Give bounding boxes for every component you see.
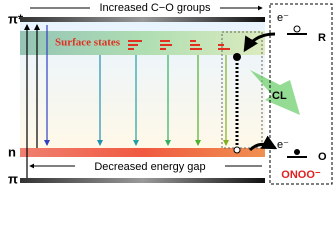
orbital-filled [294,149,300,155]
r-label: R [318,32,326,44]
hole [233,146,241,154]
state-marks [128,40,230,50]
top-label: Increased C−O groups [100,2,211,14]
highlight-box [221,31,263,149]
pi-band [20,178,265,183]
surface-band [20,31,265,55]
electron-label: e⁻ [277,12,289,24]
level-label: π* [8,11,24,26]
transitions [24,24,229,178]
surface-label: Surface states [55,37,121,49]
o-label: O [318,151,327,163]
cl-arrow [250,70,300,115]
label-bg [90,1,220,15]
transfer-arrow [243,32,276,53]
species-box [269,3,333,185]
transfer-arrow [248,135,278,152]
diagram: Increased C−O groups π* Surface states n… [8,1,333,186]
electron-label: e⁻ [277,139,289,151]
orbital-empty [293,25,301,33]
pi-star-band [20,17,265,22]
level-label: n [8,144,16,159]
level-label: π [8,171,18,186]
label-bg [75,160,225,173]
cl-label: CL [272,90,287,102]
n-band [20,148,265,157]
electron [233,53,241,61]
species-label: ONOO⁻ [281,169,321,181]
bottom-label: Decreased energy gap [94,161,205,173]
